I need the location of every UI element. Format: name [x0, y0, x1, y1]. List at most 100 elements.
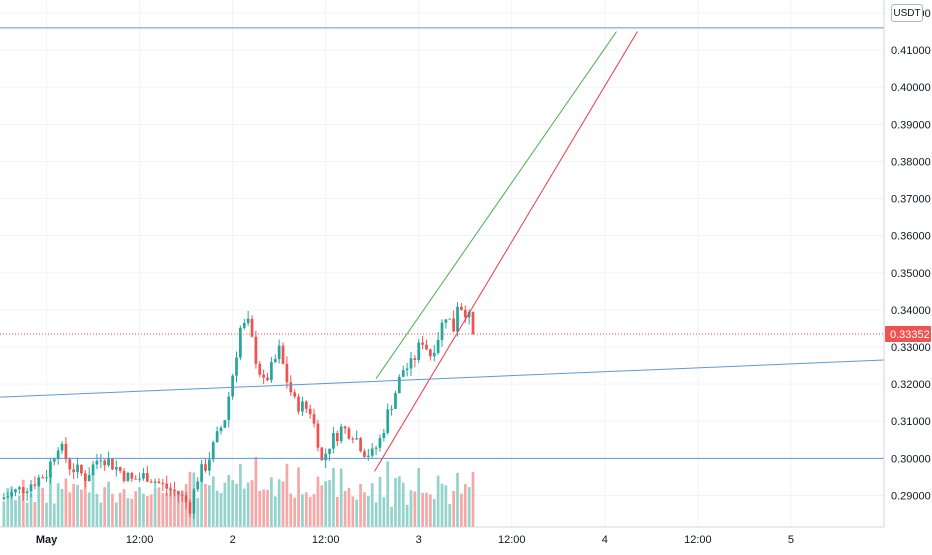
- volume-bar: [363, 492, 366, 527]
- volume-bar: [204, 483, 207, 527]
- volume-bar: [335, 496, 339, 527]
- volume-bar: [386, 461, 390, 527]
- candle-body: [409, 358, 413, 369]
- candle-body: [463, 310, 467, 318]
- candle-body: [95, 460, 99, 465]
- candle-body: [460, 306, 463, 311]
- sloped-trend-line[interactable]: [0, 359, 885, 398]
- volume-bar: [45, 502, 48, 527]
- volume-bar: [25, 502, 29, 527]
- volume-bar: [394, 477, 397, 527]
- x-tick-label: 12:00: [498, 534, 526, 546]
- candle-body: [355, 438, 359, 440]
- volume-bar: [289, 493, 293, 527]
- volume-bar: [235, 483, 238, 527]
- candle-body: [134, 478, 138, 480]
- candle-body: [448, 318, 452, 320]
- x-tick-label: 12:00: [312, 534, 340, 546]
- candle-body: [382, 432, 386, 438]
- volume-bar: [382, 497, 386, 527]
- drawn-lines[interactable]: [0, 27, 885, 472]
- candle-body: [312, 414, 316, 424]
- volume-bar: [366, 495, 370, 527]
- candle-body: [436, 339, 440, 353]
- candle-body: [33, 484, 37, 486]
- volume-bar: [103, 487, 107, 527]
- volume-bar: [227, 474, 231, 527]
- candle-body: [68, 459, 72, 470]
- volume-bar: [149, 494, 153, 527]
- volume-bar: [64, 478, 68, 527]
- volume-bar: [91, 473, 95, 527]
- volume-bar: [215, 490, 219, 527]
- volume-bar: [320, 485, 324, 527]
- y-tick-label: 0.37000: [891, 194, 931, 206]
- candle-body: [401, 370, 405, 377]
- y-tick-label: 0.34000: [891, 305, 931, 317]
- candle-body: [363, 451, 366, 457]
- volume-bar: [29, 493, 33, 527]
- candle-body: [60, 443, 64, 451]
- candle-body: [378, 437, 382, 448]
- green-channel-line[interactable]: [375, 31, 617, 379]
- y-tick-label: 0.32000: [891, 379, 931, 391]
- volume-bar: [308, 497, 312, 527]
- candle-body: [297, 396, 300, 412]
- volume-bar: [176, 492, 180, 527]
- y-tick-label: 0.35000: [891, 268, 931, 280]
- volume-bar: [2, 501, 6, 527]
- candle-body: [413, 358, 417, 360]
- candle-body: [165, 483, 169, 489]
- red-channel-line[interactable]: [374, 31, 638, 472]
- volume-bar: [332, 467, 335, 527]
- candle-body: [452, 318, 455, 332]
- volume-bar: [405, 504, 409, 527]
- candle-body: [29, 484, 33, 492]
- candle-body: [289, 382, 293, 393]
- candle-body: [200, 464, 203, 482]
- volume-bar: [374, 502, 378, 527]
- currency-badge[interactable]: USDT: [891, 4, 923, 22]
- candle-body: [130, 472, 134, 479]
- volume-bar: [440, 483, 444, 527]
- volume-bar: [142, 493, 145, 527]
- volume-bar: [246, 482, 250, 527]
- candle-body: [394, 393, 397, 409]
- volume-bar: [169, 487, 172, 527]
- candle-body: [215, 431, 219, 443]
- volume-bar: [72, 484, 76, 527]
- candle-body: [456, 306, 459, 332]
- candle-body: [180, 494, 184, 496]
- volume-bar: [153, 487, 157, 527]
- x-tick-label: 2: [230, 534, 236, 546]
- volume-bar: [52, 503, 56, 527]
- y-tick-label: 0.40000: [891, 82, 931, 94]
- candle-body: [52, 459, 56, 462]
- volume-bar: [351, 496, 355, 527]
- x-tick-label: May: [36, 534, 58, 546]
- volume-bar: [425, 492, 428, 527]
- candle-body: [83, 473, 87, 482]
- y-tick-label: 0.36000: [891, 231, 931, 243]
- candle-body: [235, 357, 238, 376]
- candle-body: [374, 447, 378, 449]
- volume-bar: [49, 473, 52, 527]
- candle-body: [339, 426, 343, 442]
- volume-bar: [211, 476, 215, 527]
- volume-bar: [456, 472, 459, 527]
- candle-body: [45, 477, 48, 479]
- candle-body: [126, 472, 130, 481]
- candle-body: [14, 489, 17, 493]
- candle-body: [87, 474, 91, 482]
- candle-body: [56, 450, 60, 460]
- volume-bar: [460, 493, 463, 527]
- volume-bar: [118, 492, 122, 527]
- candle-body: [80, 464, 83, 474]
- x-tick-label: 12:00: [126, 534, 154, 546]
- volume-bar: [21, 479, 25, 527]
- candle-body: [262, 374, 266, 378]
- candle-body: [149, 481, 153, 483]
- candle-body: [421, 342, 424, 345]
